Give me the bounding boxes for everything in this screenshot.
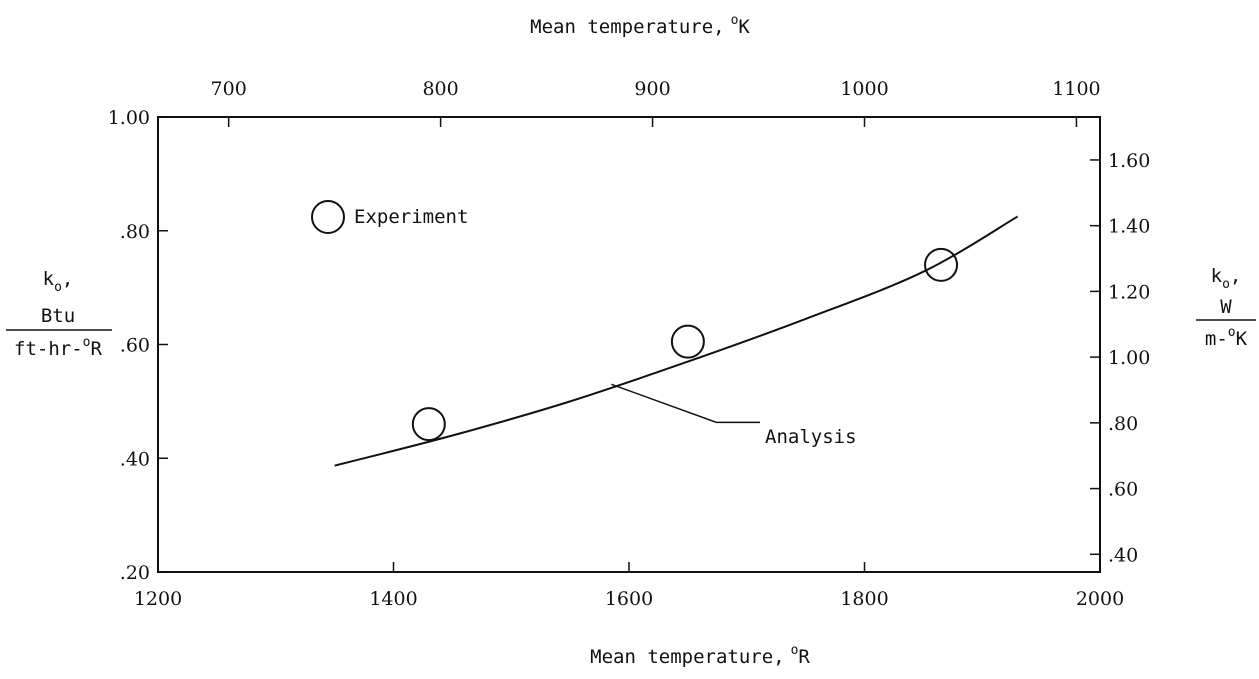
y-axis-symbol-subscript: o xyxy=(54,280,62,295)
x2-axis-label: Mean temperature, xyxy=(530,16,724,38)
x-tick-label: 2000 xyxy=(1076,588,1124,610)
legend: Experiment xyxy=(311,200,468,234)
y-axis-degree-superscript: o xyxy=(83,335,91,350)
y-tick-label: .80 xyxy=(120,221,150,243)
analysis-leader-line xyxy=(611,383,760,424)
x-tick-label: 1400 xyxy=(369,588,417,610)
y2-axis-symbol-subscript: o xyxy=(1222,277,1230,292)
x-axis-title: Mean temperature, oR xyxy=(590,643,810,668)
x-tick-label: 1800 xyxy=(840,588,888,610)
y-axis-denominator-unit: R xyxy=(91,338,103,360)
y2-axis-denominator-unit: K xyxy=(1236,328,1248,350)
y2-tick-label: 1.00 xyxy=(1108,347,1150,369)
y2-tick-label: 1.60 xyxy=(1108,150,1150,172)
y2-axis-denominator: m- xyxy=(1205,328,1228,350)
svg-text:ft-hr-oR: ft-hr-oR xyxy=(14,335,102,360)
legend-label: Experiment xyxy=(354,206,468,228)
y2-axis-degree-superscript: o xyxy=(1228,325,1236,340)
y2-axis-title: ko, W m-oK xyxy=(1196,265,1256,350)
x2-tick-label: 1000 xyxy=(840,78,888,100)
y-axis-title: ko, Btu ft-hr-oR xyxy=(6,268,112,360)
x2-tick-label: 800 xyxy=(422,78,458,100)
x2-axis-unit: K xyxy=(738,16,750,38)
x2-tick-label: 700 xyxy=(211,78,247,100)
x2-axis-degree-superscript: o xyxy=(731,13,739,28)
x-tick-label: 1200 xyxy=(134,588,182,610)
plot-frame xyxy=(157,116,1101,573)
y-tick-label: .20 xyxy=(120,562,150,584)
y-tick-label: 1.00 xyxy=(108,107,150,129)
y2-tick-label: .80 xyxy=(1108,413,1138,435)
x-axis-label: Mean temperature, xyxy=(590,646,784,668)
analysis-curve xyxy=(334,215,1019,467)
analysis-annotation-label: Analysis xyxy=(765,426,857,448)
svg-text:ko,: ko, xyxy=(43,268,74,295)
experiment-point xyxy=(411,407,446,442)
legend-marker xyxy=(311,200,345,234)
x-tick-label: 1600 xyxy=(605,588,653,610)
y2-axis-numerator: W xyxy=(1220,296,1232,318)
y2-tick-label: 1.20 xyxy=(1108,281,1150,303)
y2-tick-label: .40 xyxy=(1108,544,1138,566)
y2-tick-label: 1.40 xyxy=(1108,216,1150,238)
experiment-point xyxy=(670,324,705,359)
y-axis-numerator: Btu xyxy=(41,305,75,327)
svg-text:ko,: ko, xyxy=(1211,265,1242,292)
y2-axis-symbol: k xyxy=(1211,265,1223,287)
x2-axis-title: Mean temperature, oK xyxy=(530,13,750,38)
experiment-point xyxy=(924,247,959,282)
x-axis-unit: R xyxy=(798,646,810,668)
y-axis-denominator: ft-hr- xyxy=(14,338,83,360)
analysis-annotation: Analysis xyxy=(611,383,857,448)
x2-tick-label: 1100 xyxy=(1052,78,1100,100)
y-tick-label: .40 xyxy=(120,448,150,470)
y2-tick-label: .60 xyxy=(1108,479,1138,501)
y-tick-label: .60 xyxy=(120,335,150,357)
x2-tick-label: 900 xyxy=(634,78,670,100)
svg-text:m-oK: m-oK xyxy=(1205,325,1248,350)
x-axis-degree-superscript: o xyxy=(791,643,799,658)
y-axis-symbol: k xyxy=(43,268,55,290)
